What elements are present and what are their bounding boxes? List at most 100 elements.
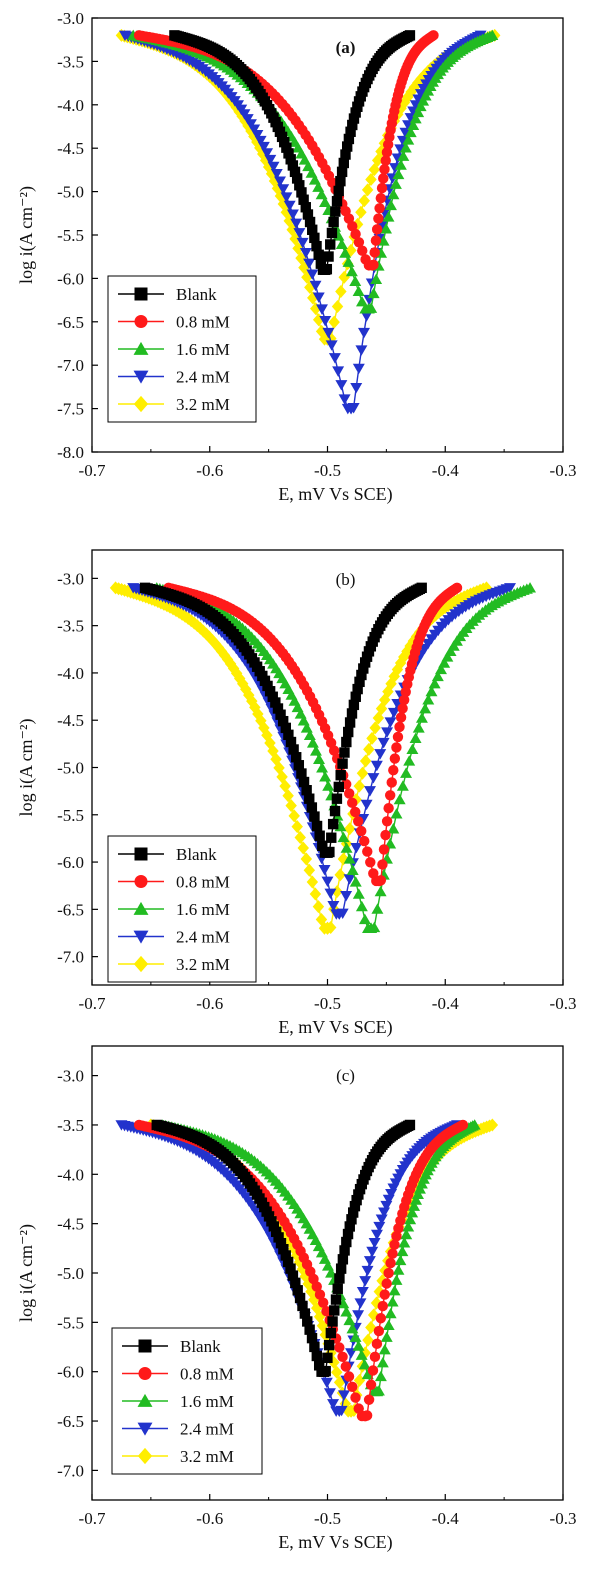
data-point [384, 717, 397, 728]
data-point [339, 247, 352, 258]
data-point [353, 816, 364, 827]
data-point [285, 154, 296, 165]
legend-label: Blank [180, 1337, 221, 1356]
data-point [325, 340, 338, 351]
data-point [338, 1390, 350, 1401]
data-point [358, 663, 369, 674]
data-point [304, 280, 316, 294]
legend-marker [137, 1447, 153, 1465]
data-point [394, 159, 407, 170]
data-point [358, 327, 370, 339]
data-point [262, 680, 273, 692]
data-point [396, 780, 409, 791]
data-point [390, 1274, 403, 1285]
data-point [274, 176, 286, 187]
y-tick-label: -6.0 [57, 853, 84, 872]
data-point [402, 90, 414, 104]
data-point [275, 709, 286, 720]
data-point [350, 228, 361, 240]
data-point [352, 285, 365, 297]
data-point [361, 1368, 374, 1380]
data-point [361, 1265, 374, 1277]
data-point [410, 1194, 423, 1205]
data-point [345, 1348, 358, 1359]
data-point [376, 1357, 389, 1368]
legend-label: 2.4 mM [180, 1420, 234, 1439]
y-tick-label: -6.5 [57, 1412, 84, 1431]
data-point [396, 1245, 409, 1257]
data-point [281, 142, 292, 153]
data-point [387, 1248, 398, 1259]
data-point [287, 160, 299, 171]
data-point [365, 1379, 377, 1390]
data-point [311, 1350, 323, 1362]
data-point [370, 273, 383, 285]
data-point [370, 760, 383, 772]
data-point [346, 1214, 357, 1225]
data-point [343, 133, 355, 145]
data-point [371, 153, 384, 167]
data-point [267, 744, 279, 758]
data-point [323, 251, 334, 262]
data-point [368, 1238, 381, 1249]
data-point [333, 909, 346, 920]
data-point [339, 1245, 350, 1256]
data-point [347, 119, 358, 131]
data-point [301, 785, 312, 796]
data-point [350, 107, 361, 118]
data-point [365, 172, 377, 186]
data-point [323, 1339, 335, 1351]
data-point [334, 1273, 345, 1284]
x-tick-label: -0.7 [79, 1509, 106, 1528]
data-point [300, 852, 313, 866]
data-point [400, 1228, 413, 1240]
data-point [303, 729, 316, 740]
data-point [293, 228, 306, 239]
data-point [363, 1394, 375, 1405]
data-point [345, 126, 356, 137]
data-point [248, 124, 261, 135]
data-point [270, 697, 281, 708]
data-point [380, 223, 393, 234]
data-point [338, 157, 349, 169]
data-point [371, 1338, 383, 1350]
data-point [356, 766, 369, 780]
data-point [317, 840, 328, 851]
data-point [361, 651, 373, 662]
data-point [345, 265, 358, 277]
data-point [278, 1244, 289, 1255]
data-point [295, 251, 307, 265]
data-point [321, 921, 334, 935]
data-point [342, 256, 355, 267]
data-point [290, 218, 303, 230]
data-point [327, 901, 340, 912]
data-point [321, 876, 334, 888]
x-tick-label: -0.7 [79, 994, 106, 1013]
data-point [331, 793, 343, 804]
data-point [348, 113, 360, 124]
data-point [381, 816, 393, 827]
data-point [277, 184, 290, 195]
data-point [345, 403, 358, 415]
y-tick-label: -5.5 [57, 806, 84, 825]
data-point [314, 1289, 326, 1300]
data-point [351, 1194, 362, 1206]
legend-marker [138, 1339, 152, 1353]
data-point [318, 1366, 330, 1377]
data-point [297, 1300, 308, 1312]
data-point [364, 786, 376, 797]
data-point [294, 1292, 306, 1304]
data-point [382, 1194, 395, 1206]
data-point [356, 669, 367, 681]
data-point [363, 742, 375, 756]
y-tick-label: -4.5 [57, 711, 84, 730]
data-point [356, 1286, 369, 1298]
data-point [300, 202, 311, 213]
data-point [313, 753, 326, 764]
data-point [322, 1352, 333, 1364]
data-point [340, 842, 353, 853]
data-point [322, 847, 333, 858]
data-point [365, 857, 376, 868]
data-point [258, 721, 270, 735]
data-point [316, 1319, 329, 1333]
